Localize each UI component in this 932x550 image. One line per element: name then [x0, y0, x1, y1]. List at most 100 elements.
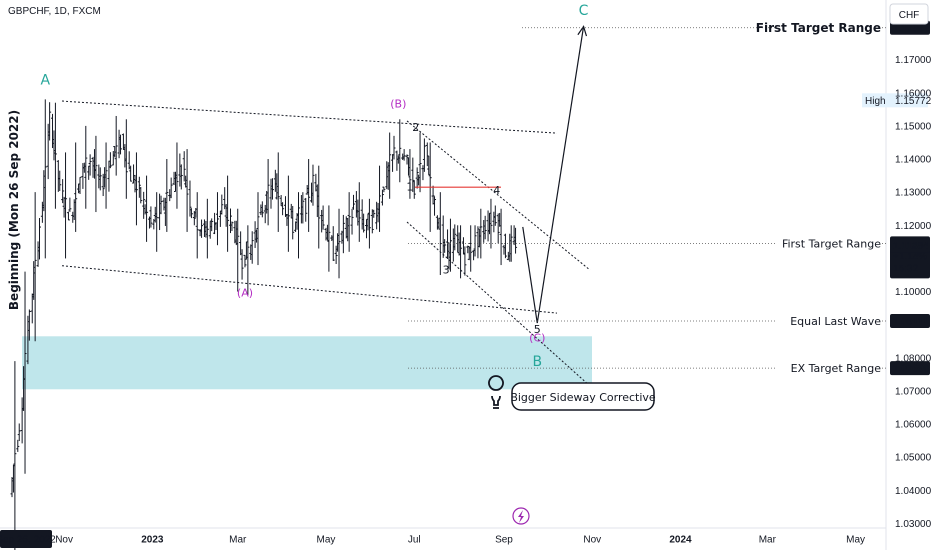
ohlc-bar: [205, 198, 209, 259]
y-tick-label: 1.16000: [895, 88, 932, 99]
price-tag-label: EX Target Range: [791, 362, 882, 375]
wave-label: 5: [534, 323, 541, 336]
y-tick-label: 1.04000: [895, 486, 932, 497]
ohlc-bar: [357, 182, 361, 242]
y-tick-label: 1.15000: [895, 121, 932, 132]
lightning-icon[interactable]: [512, 507, 530, 525]
ohlc-bar: [48, 102, 52, 141]
x-axis: Sep 26, 2022 Nov 2023 Mar May Jul Sep Nov 2024 Ma…: [0, 530, 865, 548]
ohlc-bar: [188, 180, 192, 217]
y-tick-label: 1.06000: [895, 420, 932, 431]
ohlc-bar: [210, 218, 214, 232]
ohlc-bar: [448, 218, 452, 272]
ohlc-bar: [114, 115, 118, 176]
ohlc-bar: [236, 208, 240, 292]
ohlc-bar: [362, 213, 366, 233]
price-tag-label: First Target Range: [782, 237, 881, 250]
ohlc-bar: [129, 165, 133, 182]
ohlc-bar: [84, 125, 88, 209]
ohlc-bar: [27, 309, 31, 341]
ohlc-bar: [431, 185, 435, 205]
y-tick-label: 1.13000: [895, 188, 932, 199]
y-tick-label: 1.17000: [895, 55, 932, 66]
ohlc-bar: [270, 178, 274, 200]
ohlc-bar: [367, 198, 371, 249]
x-tick-highlight-bg: [0, 530, 52, 548]
y-tick-label: 1.10000: [895, 287, 932, 298]
x-tick-label: 2024: [669, 535, 692, 546]
ohlc-bar: [496, 213, 500, 244]
channel-bottom-line: [61, 265, 558, 314]
wave-label: 3: [443, 263, 450, 276]
ohlc-bar: [74, 142, 78, 232]
ohlc-bar: [473, 225, 477, 257]
price-tags: 1.17962 First Target Range High 1.15772 1.11…: [408, 19, 932, 377]
x-tick-label: Jul: [408, 535, 421, 546]
ohlc-bar: [297, 192, 301, 259]
ohlc-bar: [195, 192, 199, 259]
ohlc-bar: [341, 214, 345, 254]
ohlc-bar: [489, 198, 493, 249]
ohlc-bar: [276, 152, 280, 232]
price-tag-extra: +1.14%: [893, 251, 927, 262]
ohlc-bar: [291, 205, 295, 240]
ohlc-bar: [134, 152, 138, 226]
price-bars: [10, 99, 518, 550]
callout-text: Bigger Sideway Corrective: [510, 391, 656, 404]
y-tick-label: 1.12000: [895, 221, 932, 232]
price-tag-value: 1.17962: [893, 23, 930, 34]
ohlc-bar: [327, 205, 331, 272]
wedge-upper-line: [406, 120, 591, 271]
ohlc-bar: [189, 208, 193, 219]
ohlc-bar: [88, 154, 92, 176]
corrective-callout: Bigger Sideway Corrective: [488, 375, 656, 411]
price-tag-value: 1.09111: [893, 317, 928, 328]
ohlc-bar: [226, 175, 230, 252]
ohlc-bar: [37, 218, 41, 260]
wave-label: 2: [412, 121, 419, 134]
ohlc-bar: [372, 209, 376, 218]
ohlc-bar: [13, 361, 17, 550]
ohlc-bar: [337, 208, 341, 279]
ohlc-bar: [228, 208, 232, 234]
symbol-title: GBPCHF, 1D, FXCM: [8, 6, 101, 17]
ohlc-bar: [503, 233, 507, 259]
ohlc-bar: [43, 99, 47, 259]
x-tick-label: 2023: [141, 535, 164, 546]
ohlc-bar: [215, 192, 219, 246]
ohlc-bar: [493, 205, 497, 226]
price-tag-label: Equal Last Wave: [790, 315, 881, 328]
ohlc-bar: [392, 135, 396, 160]
ohlc-bar: [139, 186, 143, 204]
ohlc-bar: [463, 246, 467, 276]
x-tick-label: Sep 26, 2022: [0, 535, 56, 546]
ohlc-bar: [243, 254, 247, 268]
ohlc-bar: [283, 196, 287, 217]
ohlc-bar: [185, 149, 189, 232]
beginning-note: Beginning (Mon 26 Sep 2022): [7, 110, 21, 310]
ohlc-bar: [17, 423, 21, 442]
y-tick-label: 1.08000: [895, 353, 932, 364]
ohlc-bar: [104, 142, 108, 209]
x-tick-label: Mar: [229, 535, 247, 546]
price-label-bg: [776, 235, 882, 252]
wave-label: A: [40, 72, 50, 88]
ohlc-bar: [61, 179, 65, 204]
price-tag-value: 1.07690: [893, 364, 930, 375]
wave-label: B: [532, 354, 542, 370]
currency-button[interactable]: CHF: [889, 3, 929, 25]
ohlc-bar: [443, 239, 447, 253]
ohlc-bar: [200, 219, 204, 238]
ohlc-bar: [398, 119, 402, 183]
y-tick-label: 1.14000: [895, 155, 932, 166]
ohlc-bar: [256, 192, 260, 266]
channel-lines: [61, 25, 591, 387]
ohlc-bar: [94, 135, 98, 213]
ohlc-bar: [304, 197, 308, 222]
wave-labels: A (A) (B) 1 2 3 4 5(C) B C: [40, 3, 588, 370]
ohlc-bar: [64, 152, 68, 259]
ohlc-bar: [108, 152, 112, 169]
y-tick-label: 1.03000: [895, 519, 932, 530]
ohlc-bar: [33, 192, 37, 342]
